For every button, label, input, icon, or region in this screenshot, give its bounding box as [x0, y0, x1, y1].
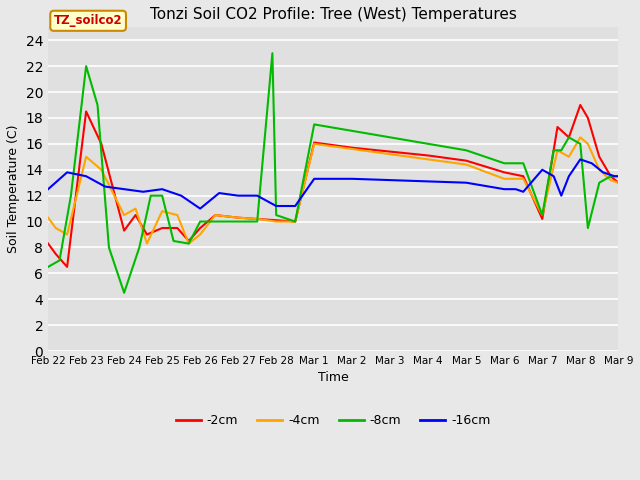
Text: TZ_soilco2: TZ_soilco2 — [54, 14, 122, 27]
X-axis label: Time: Time — [318, 372, 349, 384]
Legend: -2cm, -4cm, -8cm, -16cm: -2cm, -4cm, -8cm, -16cm — [171, 409, 496, 432]
Title: Tonzi Soil CO2 Profile: Tree (West) Temperatures: Tonzi Soil CO2 Profile: Tree (West) Temp… — [150, 7, 516, 22]
Y-axis label: Soil Temperature (C): Soil Temperature (C) — [7, 125, 20, 253]
